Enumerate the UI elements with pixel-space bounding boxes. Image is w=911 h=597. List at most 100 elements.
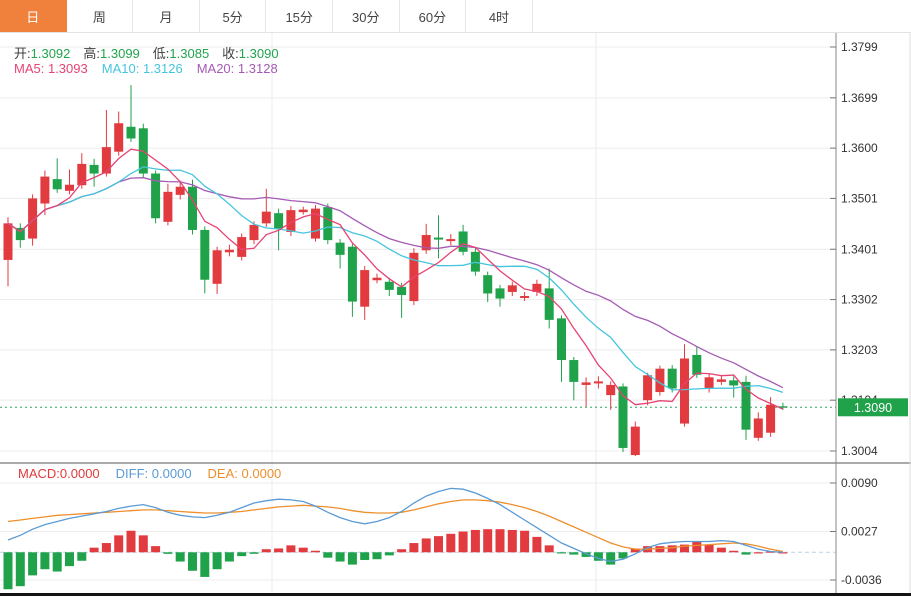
candle-up	[372, 277, 382, 281]
macd-bar	[249, 552, 259, 554]
candle-up	[175, 186, 185, 195]
macd-bar	[384, 552, 394, 556]
candle-down	[729, 380, 739, 386]
macd-bar	[753, 552, 763, 554]
macd-bar	[311, 550, 320, 553]
macd-bar	[397, 549, 407, 553]
macd-bar	[470, 529, 480, 553]
macd-bar	[372, 552, 382, 560]
macd-bar	[212, 552, 222, 570]
ma10-value: 1.3126	[142, 61, 183, 76]
candle-up	[753, 418, 763, 438]
diff-line	[7, 487, 783, 563]
candle-down	[495, 288, 505, 299]
candle-down	[557, 318, 566, 361]
candle-up	[446, 239, 456, 242]
y-axis-tick-label: 1.3501	[841, 191, 878, 205]
macd-bar	[606, 552, 616, 565]
close-label: 收:	[222, 46, 239, 61]
macd-bar	[52, 552, 62, 572]
candle-up	[224, 249, 234, 253]
candle-up	[298, 209, 308, 213]
macd-bar	[655, 546, 665, 553]
candle-down	[618, 386, 628, 448]
candle-down	[692, 354, 702, 375]
candle-up	[680, 358, 689, 424]
candle-up	[630, 426, 640, 456]
diff-value: 0.0000	[151, 466, 192, 481]
candle-down	[778, 406, 788, 408]
candle-up	[593, 381, 603, 384]
candle-up	[581, 382, 591, 385]
candle-down	[667, 368, 677, 389]
candle-up	[237, 237, 247, 257]
candle-up	[643, 375, 653, 401]
candle-up	[77, 163, 87, 186]
ma5-label: MA5:	[14, 61, 45, 76]
toolbar-tab-4时[interactable]: 4时	[466, 0, 533, 32]
macd-bar	[692, 541, 702, 553]
toolbar-tab-周[interactable]: 周	[66, 0, 134, 32]
candle-down	[483, 275, 493, 294]
macd-bar	[507, 529, 517, 553]
y-axis-tick-label: 1.3401	[841, 242, 878, 256]
macd-bar	[175, 552, 185, 562]
candle-up	[101, 147, 111, 174]
toolbar-tab-日[interactable]: 日	[0, 0, 67, 32]
candle-up	[114, 123, 124, 152]
macd-bar	[77, 552, 87, 561]
macd-bar	[483, 529, 493, 553]
macd-lines-layer	[7, 487, 784, 563]
candle-up	[249, 224, 259, 241]
macd-bar	[618, 552, 628, 559]
macd-bar	[421, 538, 431, 553]
ohlc-readout: 开:1.3092 高:1.3099 低:1.3085 收:1.3090	[14, 43, 292, 62]
macd-bar	[274, 548, 284, 553]
y-axis-tick-label: 0.0027	[841, 525, 878, 539]
macd-bar	[557, 552, 566, 554]
candle-up	[286, 210, 296, 232]
macd-bar	[630, 548, 640, 553]
macd-bar	[434, 536, 443, 553]
candle-down	[323, 207, 333, 241]
macd-bar	[520, 530, 530, 553]
candle-down	[15, 227, 25, 241]
candle-down	[384, 281, 394, 290]
y-axis-tick-label: 0.0090	[841, 476, 878, 490]
y-axis-tick-label: 1.3699	[841, 91, 878, 105]
open-label: 开:	[14, 46, 31, 61]
macd-bar	[298, 547, 308, 553]
macd-bar	[569, 552, 579, 555]
y-axis-tick-label: 1.3799	[841, 40, 878, 54]
y-axis: 1.3799 1.3699 1.3600 1.3501 1.3401 1.3302 1.32…	[830, 33, 911, 593]
y-axis-tick-label: 1.3302	[841, 293, 878, 307]
macd-bar	[15, 552, 25, 587]
macd-bar	[680, 544, 689, 553]
toolbar-tab-5分[interactable]: 5分	[199, 0, 267, 32]
macd-bar	[138, 535, 148, 553]
candle-up	[311, 208, 320, 239]
macd-bar	[347, 552, 357, 565]
chart-canvas[interactable]: 1.3799 1.3699 1.3600 1.3501 1.3401 1.3302 1.32…	[0, 33, 911, 597]
macd-bar	[581, 552, 591, 557]
toolbar-tab-15分[interactable]: 15分	[266, 0, 333, 32]
toolbar-tab-60分[interactable]: 60分	[399, 0, 467, 32]
macd-bar	[778, 552, 788, 554]
macd-bar	[114, 535, 124, 553]
toolbar-tab-月[interactable]: 月	[133, 0, 200, 32]
open-value: 1.3092	[30, 46, 71, 61]
macd-bar	[101, 543, 111, 553]
ma10-line	[7, 166, 784, 394]
candle-down	[89, 164, 99, 174]
period-toolbar: 日周月 5分 15分 30分 60分 4时	[0, 0, 911, 33]
candle-up	[421, 235, 431, 251]
dea-label: DEA:	[207, 466, 238, 481]
macd-bar	[704, 544, 714, 553]
toolbar-tab-30分[interactable]: 30分	[332, 0, 400, 32]
y-axis-tick-label: -0.0036	[841, 573, 882, 587]
ma20-label: MA20:	[196, 61, 235, 76]
close-value: 1.3090	[238, 46, 279, 61]
macd-bar	[729, 550, 739, 553]
macd-value: 0.0000	[59, 466, 100, 481]
